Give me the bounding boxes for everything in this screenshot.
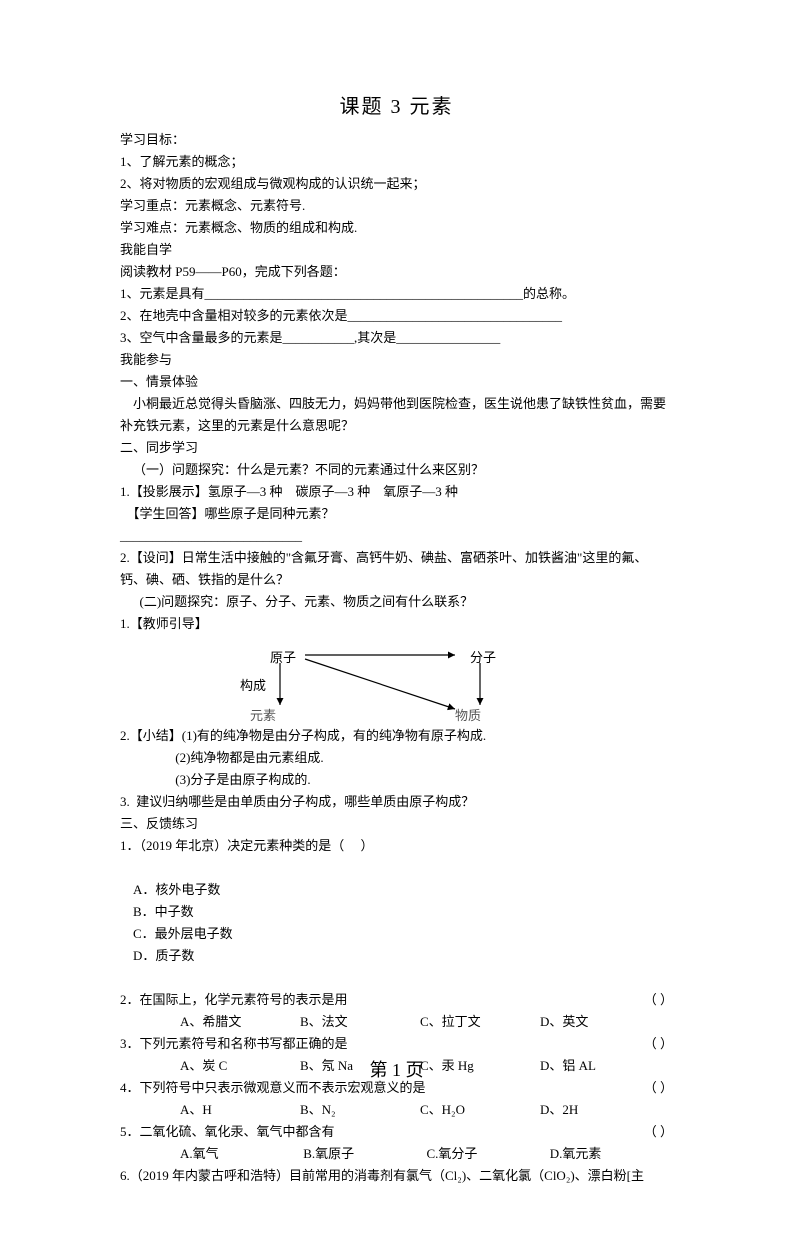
text-line: 小桐最近总觉得头昏脑涨、四肢无力，妈妈带他到医院检查，医生说他患了缺铁性贫血，需… bbox=[120, 393, 673, 437]
text-line: 二、同步学习 bbox=[120, 437, 673, 459]
diagram-label-atom: 原子 bbox=[270, 647, 296, 666]
text-line: 阅读教材 P59——P60，完成下列各题： bbox=[120, 261, 673, 283]
text-line: 1.【投影展示】氢原子—3 种 碳原子—3 种 氧原子—3 种 bbox=[120, 481, 673, 503]
question-options: A、希腊文 B、法文 C、拉丁文 D、英文 bbox=[120, 1011, 673, 1033]
diagram-label-matter: 物质 bbox=[455, 705, 481, 724]
question-row: 3．下列元素符号和名称书写都正确的是 （ ） bbox=[120, 1033, 673, 1055]
diagram-label-molecule: 分子 bbox=[470, 647, 496, 666]
option-c: C、拉丁文 bbox=[420, 1011, 540, 1033]
option-c: C．最外层电子数 bbox=[133, 923, 283, 945]
text-line: 2.【小结】(1)有的纯净物是由分子构成，有的纯净物有原子构成. bbox=[120, 725, 673, 747]
page-number: 第 1 页 bbox=[0, 1056, 793, 1082]
text-line: 学习目标： bbox=[120, 129, 673, 151]
option-a: A、H bbox=[180, 1099, 300, 1121]
question-stem: 1．（2019 年北京）决定元素种类的是（ ） bbox=[120, 835, 673, 857]
text-line: 2、将对物质的宏观组成与微观构成的认识统一起来； bbox=[120, 173, 673, 195]
text-line: (3)分子是由原子构成的. bbox=[120, 769, 673, 791]
text-line: (二)问题探究：原子、分子、元素、物质之间有什么联系？ bbox=[120, 591, 673, 613]
text-line: 3. 建议归纳哪些是由单质由分子构成，哪些单质由原子构成？ bbox=[120, 791, 673, 813]
text-line: 3、空气中含量最多的元素是___________,其次是____________… bbox=[120, 327, 673, 349]
text-line: 1.【教师引导】 bbox=[120, 613, 673, 635]
question-stem: 2．在国际上，化学元素符号的表示是用 bbox=[120, 989, 613, 1011]
option-c: C.氧分子 bbox=[427, 1143, 550, 1165]
after-diagram-block: 2.【小结】(1)有的纯净物是由分子构成，有的纯净物有原子构成. (2)纯净物都… bbox=[120, 725, 673, 835]
option-d: D.氧元素 bbox=[550, 1143, 673, 1165]
text-line: 学习难点：元素概念、物质的组成和构成. bbox=[120, 217, 673, 239]
question-stem: 3．下列元素符号和名称书写都正确的是 bbox=[120, 1033, 613, 1055]
question-row: 2．在国际上，化学元素符号的表示是用 （ ） bbox=[120, 989, 673, 1011]
intro-block: 学习目标： 1、了解元素的概念； 2、将对物质的宏观组成与微观构成的认识统一起来… bbox=[120, 129, 673, 635]
text-line: 【学生回答】哪些原子是同种元素？ bbox=[120, 503, 673, 525]
option-c: C、H₂O bbox=[420, 1099, 540, 1121]
text-line: 我能自学 bbox=[120, 239, 673, 261]
question-row: 5．二氧化硫、氧化汞、氧气中都含有 （ ） bbox=[120, 1121, 673, 1143]
option-b: B.氧原子 bbox=[303, 1143, 426, 1165]
answer-blank: （ ） bbox=[613, 989, 673, 1011]
option-b: B、N₂ bbox=[300, 1099, 420, 1121]
answer-blank: （ ） bbox=[613, 1033, 673, 1055]
text-line: 学习重点：元素概念、元素符号. bbox=[120, 195, 673, 217]
diagram-label-compose: 构成 bbox=[240, 675, 266, 694]
diagram-label-element: 元素 bbox=[250, 705, 276, 724]
question-options: A、H B、N₂ C、H₂O D、2H bbox=[120, 1099, 673, 1121]
answer-blank: （ ） bbox=[613, 1121, 673, 1143]
option-a: A、希腊文 bbox=[180, 1011, 300, 1033]
option-a: A．核外电子数 bbox=[133, 879, 273, 901]
text-line: 三、反馈练习 bbox=[120, 813, 673, 835]
text-line: ____________________________ bbox=[120, 525, 673, 547]
spacer bbox=[120, 635, 673, 645]
text-line: 我能参与 bbox=[120, 349, 673, 371]
text-line: 2、在地壳中含量相对较多的元素依次是______________________… bbox=[120, 305, 673, 327]
text-line: (2)纯净物都是由元素组成. bbox=[120, 747, 673, 769]
question-stem: 6.（2019 年内蒙古呼和浩特）目前常用的消毒剂有氯气（Cl₂)、二氧化氯（C… bbox=[120, 1165, 673, 1187]
text-line: 1、了解元素的概念； bbox=[120, 151, 673, 173]
text-line: 1、元素是具有_________________________________… bbox=[120, 283, 673, 305]
text-line: 2.【设问】日常生活中接触的"含氟牙膏、高钙牛奶、碘盐、富硒茶叶、加铁酱油"这里… bbox=[120, 547, 673, 591]
question-options: A.氧气 B.氧原子 C.氧分子 D.氧元素 bbox=[120, 1143, 673, 1165]
text-line: 一、情景体验 bbox=[120, 371, 673, 393]
option-a: A.氧气 bbox=[180, 1143, 303, 1165]
lesson-title: 课题 3 元素 bbox=[120, 90, 673, 119]
option-d: D．质子数 bbox=[133, 945, 194, 967]
text-line: （一）问题探究：什么是元素？不同的元素通过什么来区别？ bbox=[120, 459, 673, 481]
question-options: A．核外电子数 B．中子数 C．最外层电子数 D．质子数 bbox=[120, 857, 673, 989]
option-d: D、2H bbox=[540, 1099, 660, 1121]
concept-diagram: 原子 分子 构成 元素 物质 bbox=[160, 645, 673, 725]
option-b: B．中子数 bbox=[133, 901, 243, 923]
diagram-arrows bbox=[160, 645, 580, 725]
option-d: D、英文 bbox=[540, 1011, 660, 1033]
question-stem: 5．二氧化硫、氧化汞、氧气中都含有 bbox=[120, 1121, 613, 1143]
option-b: B、法文 bbox=[300, 1011, 420, 1033]
